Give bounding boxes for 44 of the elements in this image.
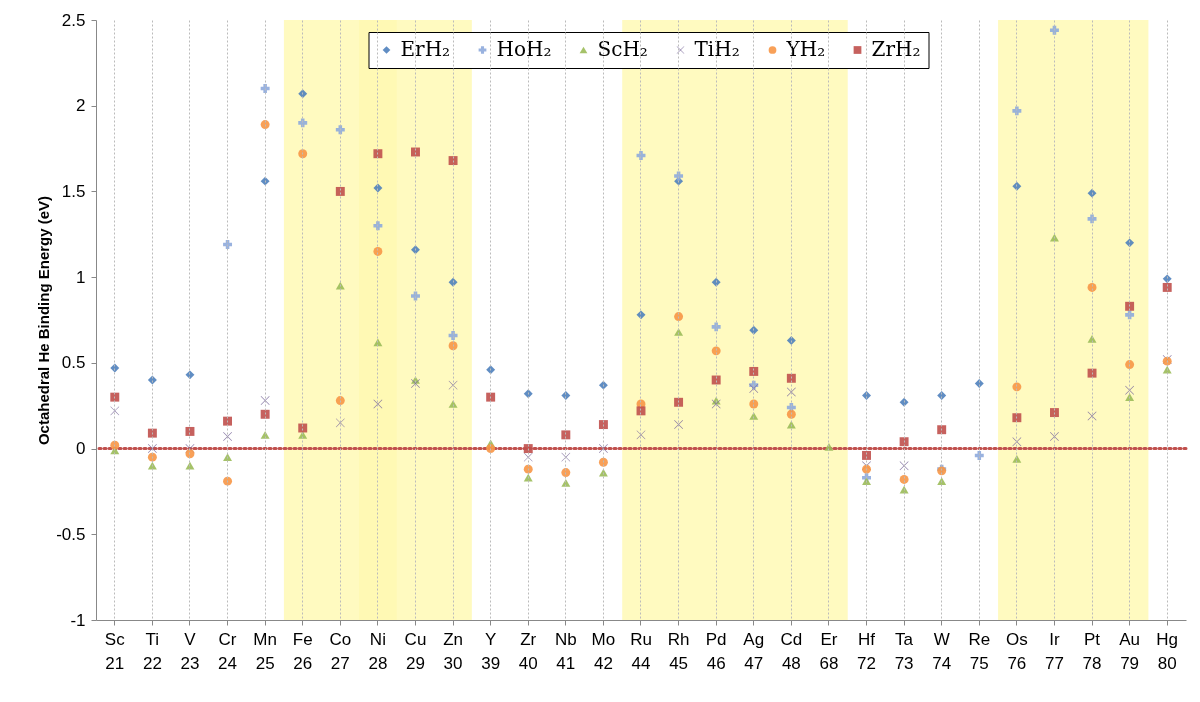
x-tick-label: Mn 25 <box>253 629 277 673</box>
x-tick-label: Ni 28 <box>368 629 388 673</box>
x-tick-label: Cd 48 <box>780 629 803 673</box>
legend-label: ScH₂ <box>597 37 648 61</box>
x-tick-label: Mo 42 <box>591 629 616 673</box>
legend-label: YH₂ <box>785 37 826 61</box>
x-tick-label: Ta 73 <box>894 629 914 673</box>
x-tick-label: Rh 45 <box>667 629 690 673</box>
x-tick-label: W 74 <box>932 629 952 673</box>
x-tick-label: Zr 40 <box>518 629 538 673</box>
x-tick-label: Er 68 <box>819 629 839 673</box>
x-tick-label: Ru 44 <box>630 629 652 673</box>
y-tick-label: -0.5 <box>56 524 86 544</box>
x-tick-label: Cr 24 <box>218 629 238 673</box>
y-tick-label: 0.5 <box>61 353 86 373</box>
y-tick-label: 0 <box>76 439 86 459</box>
x-tick-label: Hg 80 <box>1156 629 1179 673</box>
x-tick-label: V 23 <box>180 629 200 673</box>
legend-label: TiH₂ <box>694 37 740 61</box>
legend-label: ErH₂ <box>400 37 451 61</box>
x-tick-label: Fe 26 <box>292 629 313 673</box>
x-tick-label: Au 79 <box>1119 629 1141 673</box>
y-axis-title: Octahedral He Binding Energy (eV) <box>35 195 53 446</box>
x-tick-label: Cu 29 <box>404 629 427 673</box>
x-tick-label: Ir 77 <box>1044 629 1064 673</box>
y-tick-label: 1 <box>76 267 86 287</box>
x-tick-label: Hf 72 <box>857 629 876 673</box>
y-tick-label: 1.5 <box>61 181 86 201</box>
x-tick-label: Y 39 <box>481 629 501 673</box>
x-tick-label: Nb 41 <box>554 629 577 673</box>
x-tick-label: Pd 46 <box>705 629 727 673</box>
x-tick-label: Ag 47 <box>743 629 765 673</box>
x-tick-label: Re 75 <box>968 629 991 673</box>
y-tick-label: -1 <box>70 610 86 630</box>
legend-label: ZrH₂ <box>871 37 921 61</box>
x-tick-label: Zn 30 <box>443 629 463 673</box>
legend-label: HoH₂ <box>496 37 552 61</box>
y-tick-label: 2 <box>76 96 86 116</box>
x-tick-label: Ti 22 <box>142 629 162 673</box>
x-tick-label: Sc 21 <box>104 629 126 673</box>
y-tick-label: 2.5 <box>61 10 86 30</box>
x-tick-label: Pt 78 <box>1082 629 1102 673</box>
x-tick-label: Os 76 <box>1005 629 1028 673</box>
x-tick-label: Co 27 <box>329 629 352 673</box>
